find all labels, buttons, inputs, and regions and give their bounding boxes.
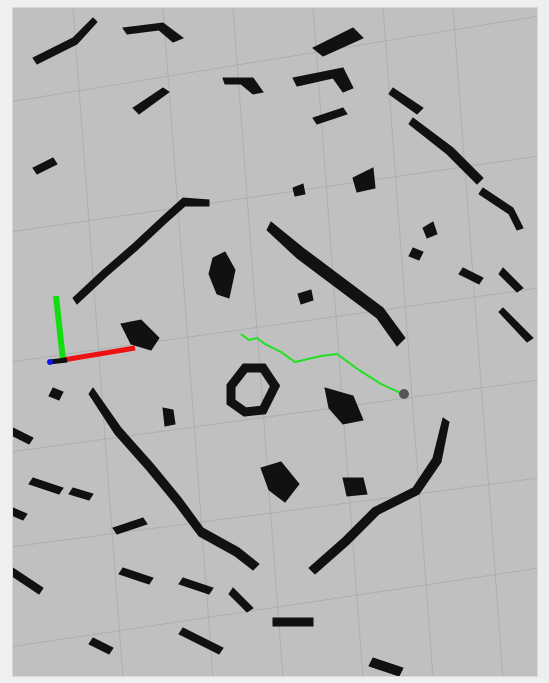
floor-grid [13, 8, 537, 676]
occupancy-map[interactable] [13, 8, 538, 677]
axis-x [62, 345, 136, 363]
obstacles [13, 17, 534, 676]
map-viewport[interactable] [12, 7, 538, 677]
axis-origin [47, 359, 53, 365]
origin-axes [47, 295, 136, 365]
planned-path [240, 333, 404, 395]
axis-y [53, 295, 66, 361]
robot-marker[interactable] [399, 389, 409, 399]
